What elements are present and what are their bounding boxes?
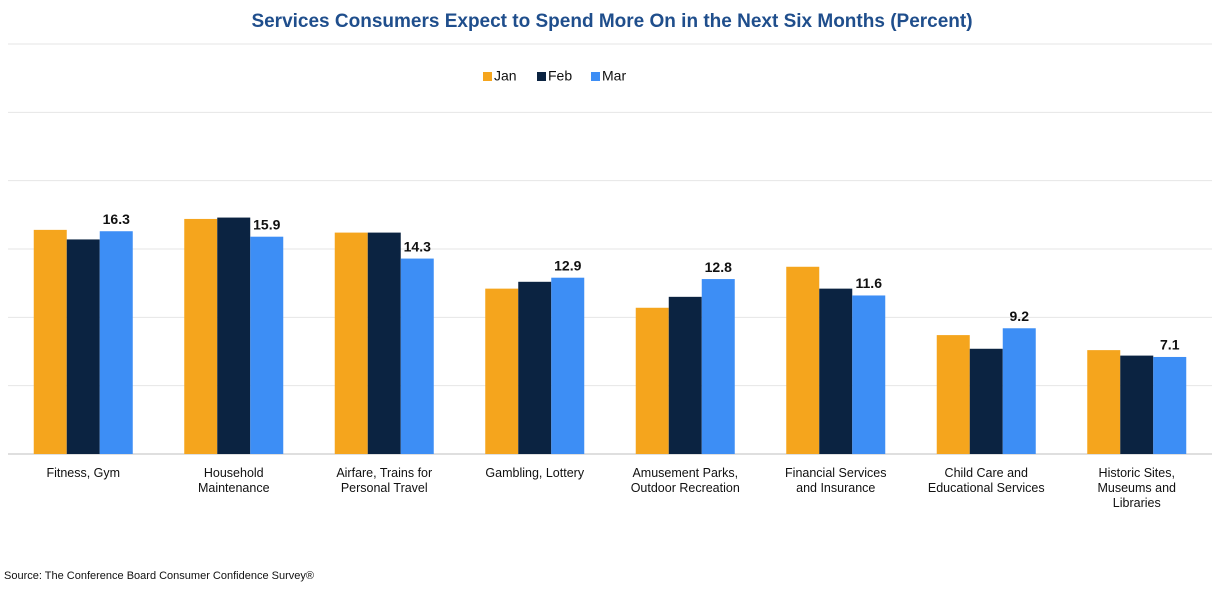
legend-label: Feb: [548, 68, 572, 84]
bar: [367, 232, 401, 454]
x-tick-label: Child Care and Educational Services: [927, 466, 1045, 495]
source-note: Source: The Conference Board Consumer Co…: [4, 570, 314, 582]
x-tick-label: Airfare, Trains for Personal Travel: [336, 466, 433, 495]
x-tick-label: Amusement Parks, Outdoor Recreation: [630, 466, 740, 495]
value-label: 12.8: [705, 259, 732, 275]
bar: [485, 288, 519, 454]
legend-swatch: [483, 72, 492, 81]
x-tick-label: Financial Services and Insurance: [785, 466, 887, 495]
x-tick-label: Historic Sites, Museums and Libraries: [1097, 466, 1176, 510]
bar: [1120, 355, 1154, 454]
x-tick-label: Household Maintenance: [197, 466, 270, 495]
bar: [1002, 328, 1036, 454]
bar: [33, 229, 67, 454]
bar: [786, 266, 820, 454]
bar: [819, 288, 853, 454]
bar: [99, 231, 133, 454]
legend-label: Mar: [602, 68, 626, 84]
bar: [969, 348, 1003, 454]
x-tick-label: Gambling, Lottery: [485, 466, 585, 480]
bar: [217, 217, 251, 454]
bar: [1153, 356, 1187, 454]
bar: [668, 296, 702, 454]
value-label: 14.3: [404, 238, 431, 254]
bar: [852, 295, 886, 454]
bar: [400, 258, 434, 454]
value-label: 9.2: [1010, 308, 1030, 324]
value-label: 12.9: [554, 257, 581, 273]
bar: [334, 232, 368, 454]
bar: [66, 239, 100, 454]
value-label: 15.9: [253, 216, 280, 232]
bar: [250, 236, 284, 454]
bar: [184, 218, 218, 454]
value-label: 16.3: [103, 211, 130, 227]
value-label: 11.6: [856, 275, 883, 291]
bar: [936, 335, 970, 454]
bar: [551, 277, 585, 454]
bar: [635, 307, 669, 454]
bar: [518, 281, 552, 454]
bar: [701, 279, 735, 454]
x-tick-label: Fitness, Gym: [46, 466, 121, 480]
legend-swatch: [537, 72, 546, 81]
chart-title: Services Consumers Expect to Spend More …: [251, 11, 972, 32]
value-label: 7.1: [1160, 337, 1180, 353]
bar: [1087, 350, 1121, 454]
legend-label: Jan: [494, 68, 517, 84]
legend-swatch: [591, 72, 600, 81]
